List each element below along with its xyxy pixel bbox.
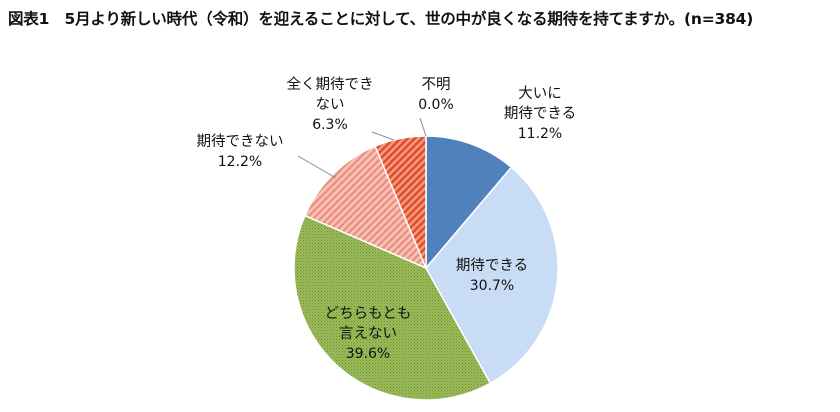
- slice-label-1-line-1: 大いに: [518, 85, 562, 102]
- chart-title: 図表1 5月より新しい時代（令和）を迎えることに対して、世の中が良くなる期待を持…: [8, 10, 754, 28]
- slice-label-4-line-1: 期待できない: [197, 133, 284, 150]
- pie-slice-1: [425, 135, 513, 271]
- slice-label-group-6: 不明 0.0%: [418, 77, 454, 113]
- slice-value-label-2: 30.7%: [470, 278, 514, 294]
- pie-slice-2: [425, 166, 559, 385]
- pie-slice-3: [293, 214, 492, 401]
- pie-slice-4: [303, 145, 428, 270]
- slice-label-2-line-1: 期待できる: [456, 257, 528, 274]
- slice-value-label-4: 12.2%: [218, 154, 262, 170]
- slice-label-group-2: 期待できる 30.7%: [456, 257, 528, 294]
- slice-label-3-line-2: 言えない: [339, 325, 397, 342]
- slice-label-1-line-2: 期待できる: [504, 105, 576, 122]
- slice-value-label-5: 6.3%: [312, 117, 348, 133]
- slice-label-group-4: 期待できない 12.2%: [197, 133, 284, 170]
- leader-line-5: [371, 131, 395, 141]
- slice-label-6-line-1: 不明: [422, 77, 451, 93]
- slice-label-5-line-1: 全く期待でき: [287, 75, 374, 93]
- leader-line-6: [419, 117, 427, 137]
- slice-value-label-3: 39.6%: [346, 346, 390, 362]
- slice-label-5-line-2: ない: [316, 96, 345, 113]
- leader-line-4: [297, 155, 337, 179]
- leader-lines: [297, 117, 427, 179]
- slice-value-label-1: 11.2%: [518, 126, 562, 142]
- slice-label-3-line-1: どちらもとも: [325, 305, 412, 322]
- slice-value-label-6: 0.0%: [418, 97, 454, 113]
